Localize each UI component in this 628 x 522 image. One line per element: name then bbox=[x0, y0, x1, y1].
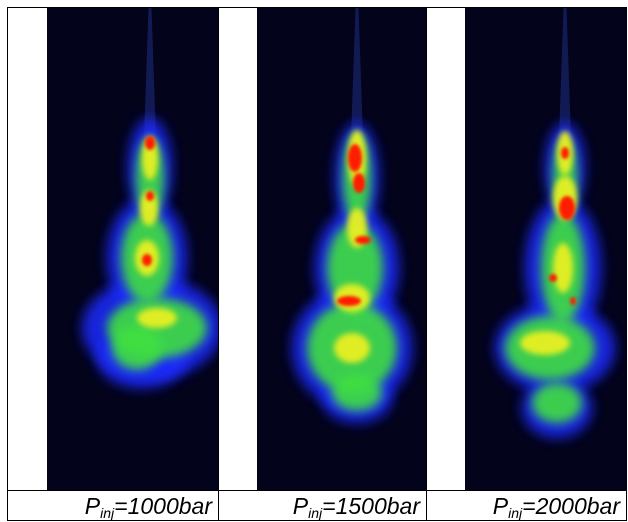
value: =1500bar bbox=[322, 493, 420, 519]
value: =2000bar bbox=[522, 493, 620, 519]
subscript: inj bbox=[508, 505, 523, 521]
flame-red bbox=[570, 297, 576, 305]
flame-green bbox=[532, 383, 582, 423]
flame-red bbox=[353, 173, 365, 193]
flame bbox=[292, 8, 412, 423]
panel: Pinj=1500bar bbox=[218, 8, 427, 521]
subscript: inj bbox=[100, 505, 115, 521]
flame-yellow bbox=[520, 331, 570, 355]
flame-yellow bbox=[334, 333, 370, 363]
figure: Pinj=1000bar Pinj=1500bar Pinj=2000bar bbox=[7, 7, 627, 521]
flame bbox=[82, 8, 218, 388]
symbol: P bbox=[292, 493, 309, 519]
flame-yellow bbox=[140, 190, 158, 226]
flame-red bbox=[348, 144, 362, 172]
flame-image bbox=[47, 8, 218, 490]
flame-green bbox=[112, 326, 162, 370]
flame-red bbox=[559, 196, 575, 220]
flame-yellow bbox=[553, 243, 573, 293]
caption: Pinj=1000bar bbox=[8, 490, 218, 521]
jet bbox=[144, 8, 156, 138]
jet bbox=[559, 8, 571, 138]
flame-yellow bbox=[137, 308, 177, 328]
flame-image bbox=[257, 8, 427, 490]
symbol: P bbox=[492, 493, 509, 519]
panel: Pinj=1000bar bbox=[8, 8, 218, 520]
panel: Pinj=2000bar bbox=[426, 8, 627, 521]
subscript: inj bbox=[308, 505, 323, 521]
flame-image bbox=[465, 8, 627, 490]
flame-red bbox=[561, 147, 569, 159]
flame-red bbox=[549, 274, 557, 282]
flame-red bbox=[142, 254, 152, 266]
flame-red bbox=[337, 296, 361, 306]
flame-red bbox=[146, 191, 154, 201]
flame-red bbox=[355, 236, 371, 244]
jet bbox=[351, 8, 363, 138]
caption: Pinj=1500bar bbox=[219, 490, 426, 521]
flame bbox=[495, 8, 615, 438]
flame-red bbox=[145, 136, 155, 150]
caption: Pinj=2000bar bbox=[427, 490, 626, 521]
symbol: P bbox=[84, 493, 101, 519]
flame-green bbox=[332, 375, 382, 411]
value: =1000bar bbox=[114, 493, 212, 519]
